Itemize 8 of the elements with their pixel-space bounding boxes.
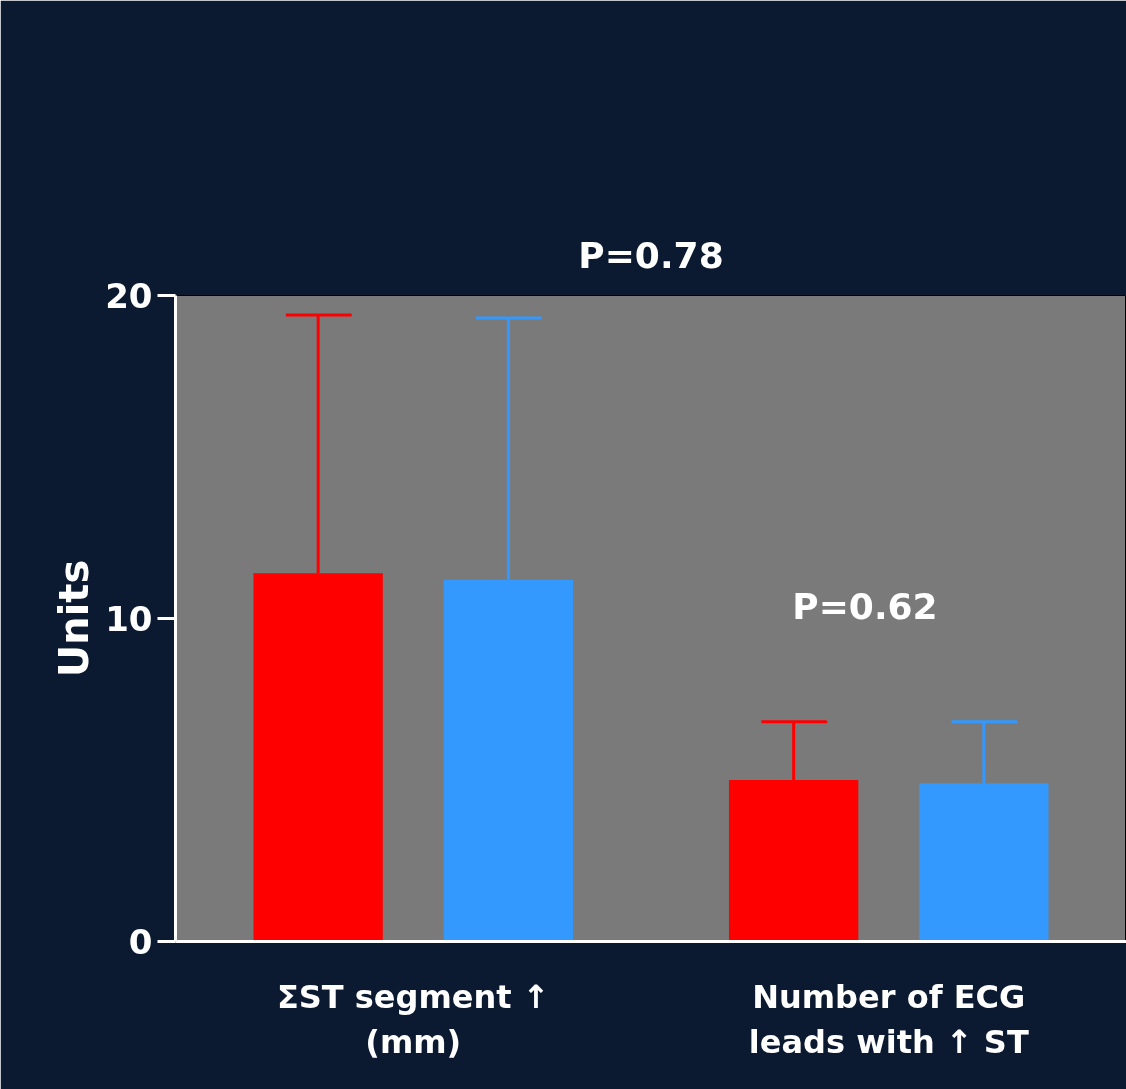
y-tick-label: 0 <box>128 922 153 962</box>
y-tick-label: 10 <box>105 599 153 639</box>
y-axis-title: Units <box>51 559 98 678</box>
x-tick-label: Number of ECG leads with ↑ ST <box>748 977 1029 1062</box>
x-tick-label: ΣST segment ↑ (mm) <box>276 977 550 1062</box>
text: P=0.78 <box>578 234 724 276</box>
annotation: P=0.62 <box>792 585 938 627</box>
y-tick-label: 20 <box>105 276 153 316</box>
